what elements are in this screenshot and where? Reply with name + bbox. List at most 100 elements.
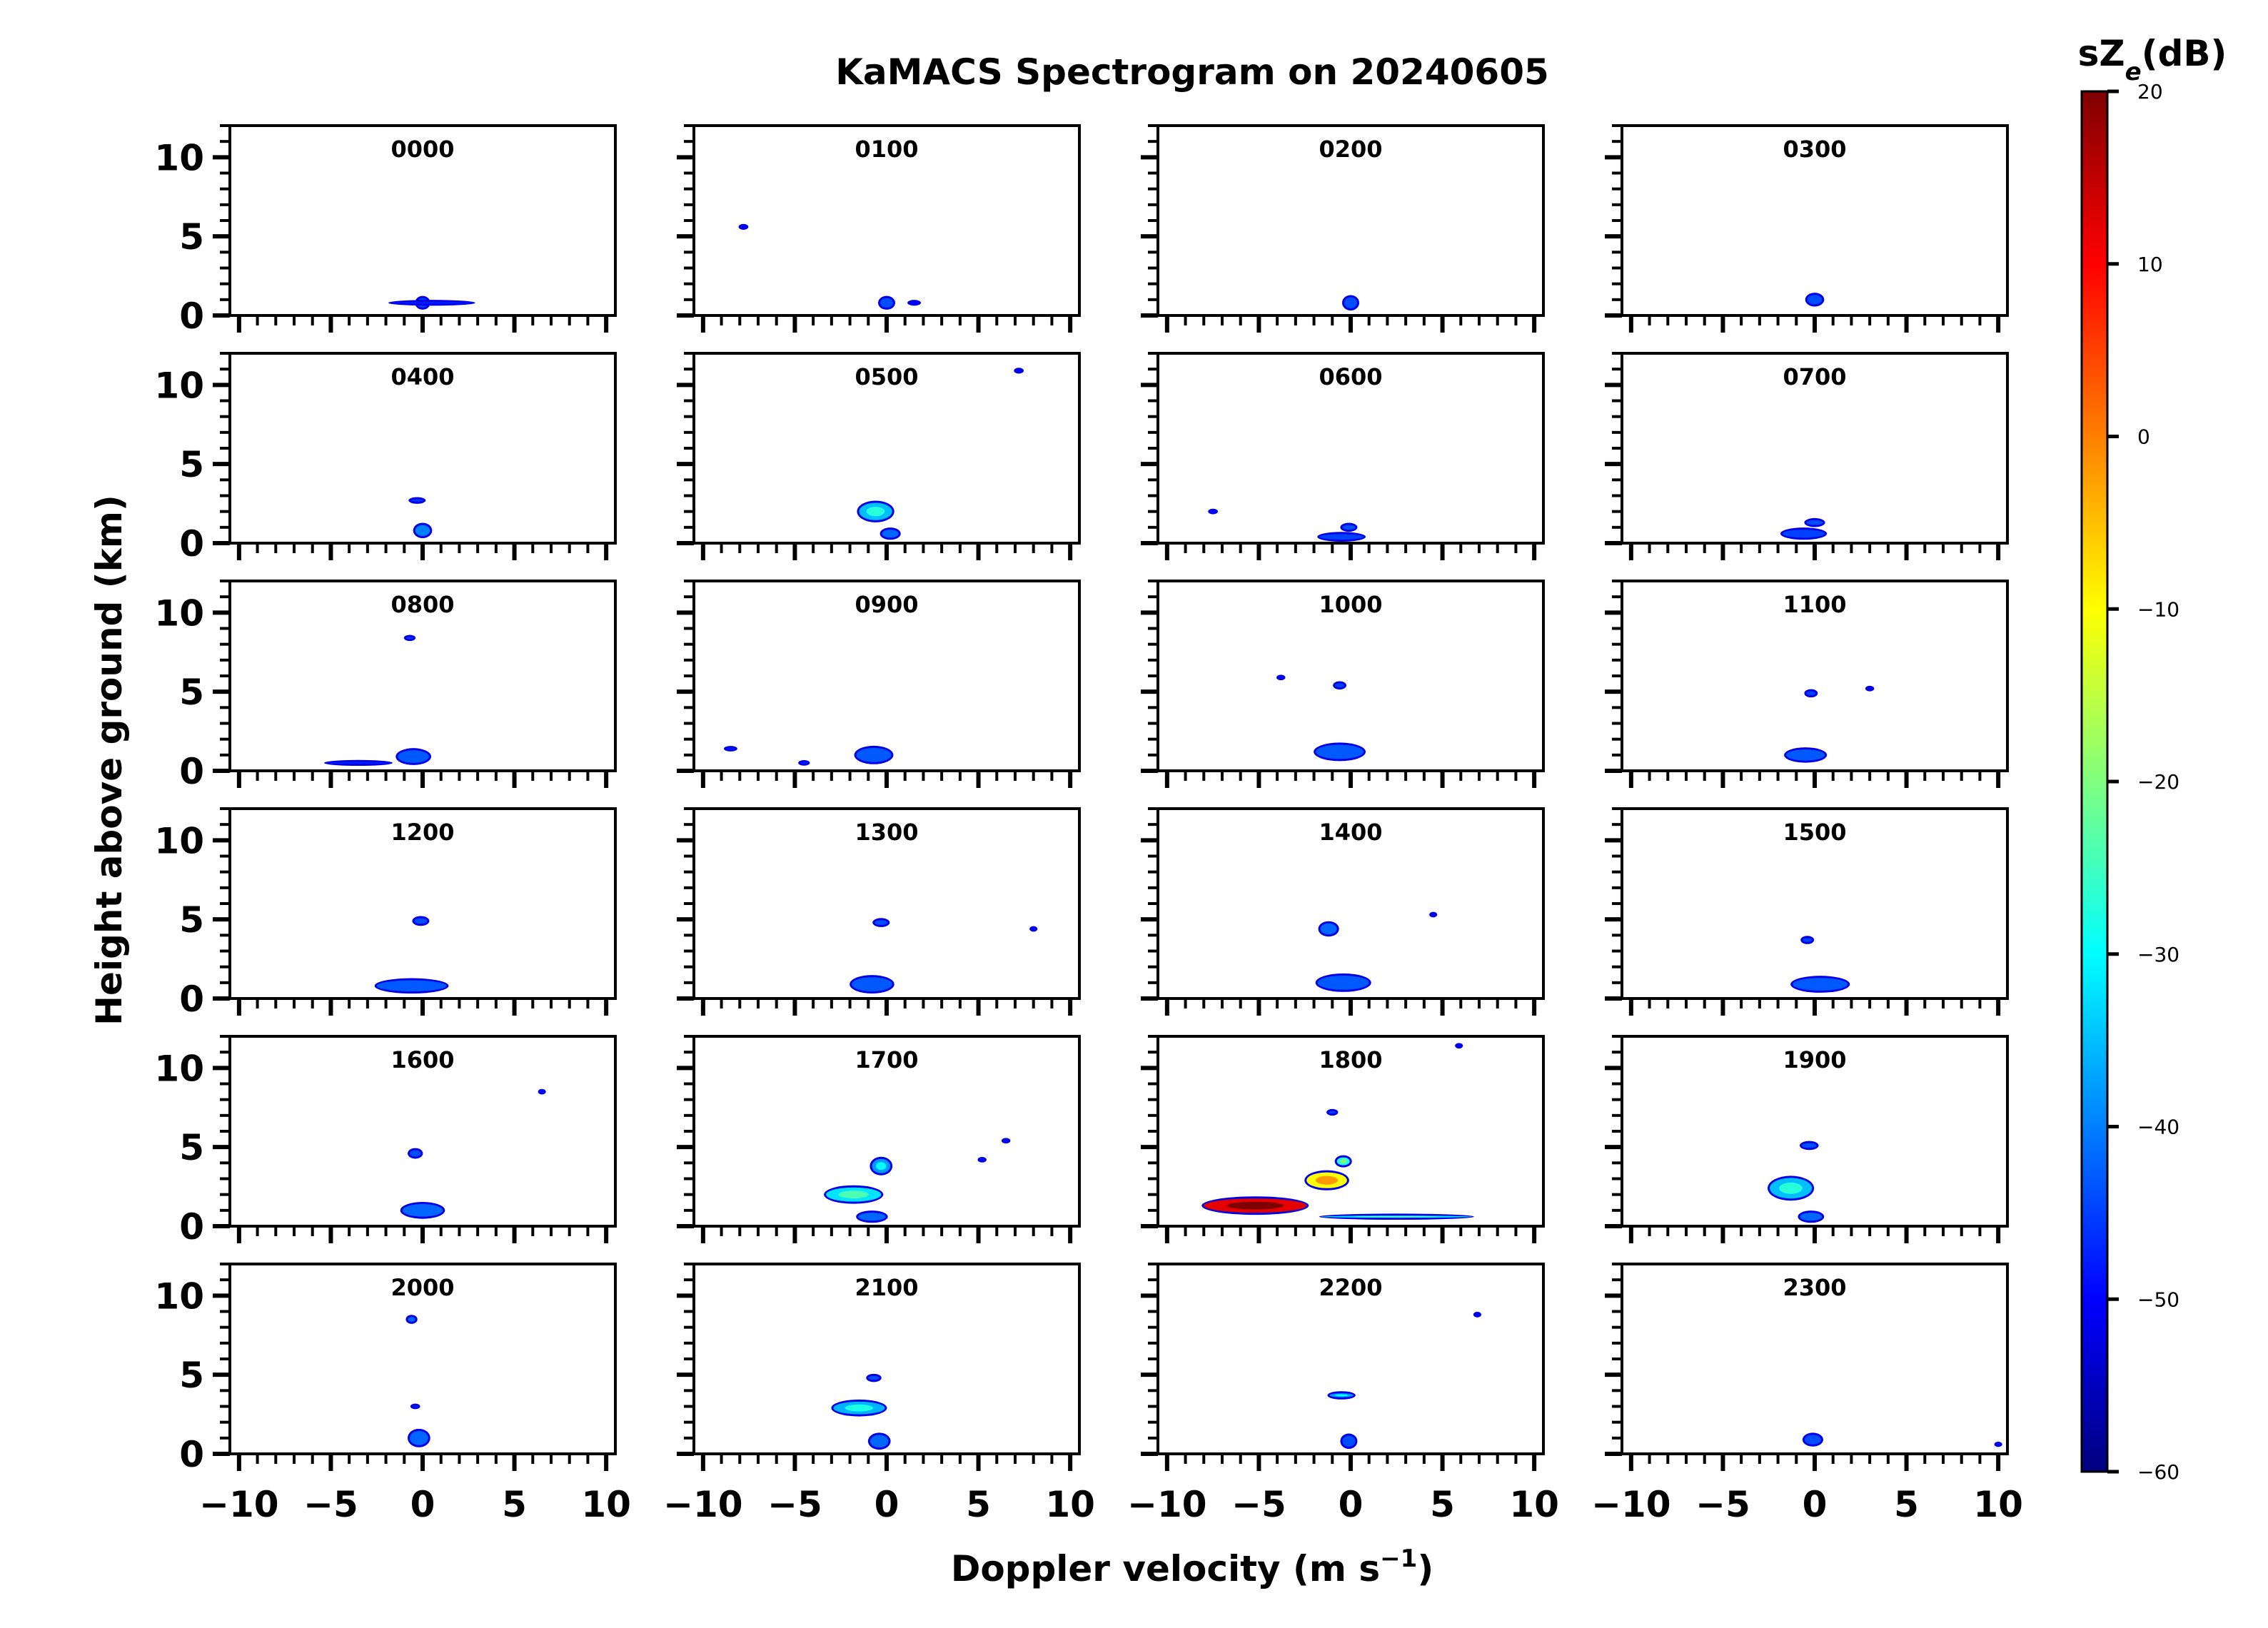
panel-time-label: 1300 bbox=[855, 819, 918, 846]
panel-time-label: 0100 bbox=[855, 136, 918, 163]
spectral-echo bbox=[1210, 510, 1216, 513]
colorbar-tick-label: −10 bbox=[2137, 597, 2179, 621]
spectral-echo bbox=[1335, 683, 1344, 688]
panel: 1700 bbox=[677, 1035, 1081, 1243]
y-tick-label: 0 bbox=[179, 523, 204, 565]
panel: 1800 bbox=[1141, 1035, 1545, 1243]
spectral-echo-core bbox=[1779, 1182, 1803, 1194]
spectral-echo bbox=[1320, 923, 1337, 935]
spectral-echo bbox=[1806, 520, 1823, 525]
x-tick-label: −10 bbox=[1591, 1484, 1670, 1525]
spectra-layer bbox=[1327, 1312, 1481, 1450]
spectral-echo bbox=[1802, 1143, 1817, 1148]
panel: 1500 bbox=[1605, 807, 2009, 1016]
panel: 1300 bbox=[677, 807, 1081, 1016]
x-tick-label: −5 bbox=[303, 1484, 358, 1525]
x-tick-label: −5 bbox=[767, 1484, 822, 1525]
y-tick-label: 0 bbox=[179, 1206, 204, 1248]
spectral-echo bbox=[1475, 1313, 1479, 1316]
panel: 1100 bbox=[1605, 580, 2009, 788]
spectral-echo bbox=[408, 1317, 415, 1322]
spectral-echo bbox=[880, 298, 893, 308]
spectral-echo bbox=[1996, 1443, 2000, 1446]
spectral-echo bbox=[1803, 938, 1813, 942]
panel-time-label: 1200 bbox=[390, 819, 454, 846]
spectral-echo bbox=[852, 977, 892, 992]
panel-time-label: 0900 bbox=[855, 591, 918, 618]
panel: 1600 0 5 10 bbox=[154, 1035, 617, 1248]
y-tick-label: 0 bbox=[179, 295, 204, 337]
spectral-echo bbox=[800, 762, 808, 764]
spectral-echo-core bbox=[1355, 1215, 1438, 1218]
spectral-echo-core bbox=[1316, 1176, 1339, 1185]
y-tick-label: 10 bbox=[154, 365, 204, 406]
spectral-echo bbox=[882, 530, 899, 538]
panel: 2000 0 5 10 −10 −5 0 5 10 bbox=[154, 1263, 631, 1525]
spectral-echo-core bbox=[866, 506, 885, 517]
panel: 0300 bbox=[1605, 124, 2009, 333]
panel: 1200 0 5 10 bbox=[154, 807, 617, 1020]
spectral-echo bbox=[1032, 927, 1036, 930]
spectral-echo bbox=[726, 747, 735, 750]
spectral-echo bbox=[870, 1435, 889, 1448]
panel-time-label: 0000 bbox=[390, 136, 454, 163]
panel-time-label: 0500 bbox=[855, 363, 918, 390]
colorbar-tick-label: 20 bbox=[2137, 80, 2163, 103]
y-axis-label: Height above ground (km) bbox=[89, 495, 130, 1026]
spectra-layer bbox=[1315, 911, 1438, 992]
panel: 0900 bbox=[677, 580, 1081, 788]
panel: 0400 0 5 10 bbox=[154, 352, 617, 565]
spectra-layer bbox=[400, 1088, 546, 1219]
panel-time-label: 1000 bbox=[1319, 591, 1382, 618]
spectral-echo bbox=[909, 301, 919, 304]
spectra-layer bbox=[1342, 295, 1359, 311]
panel-time-label: 1900 bbox=[1783, 1046, 1846, 1073]
panel-time-label: 2300 bbox=[1783, 1274, 1846, 1301]
colorbar-tick-label: 0 bbox=[2137, 425, 2150, 449]
panel-time-label: 1400 bbox=[1319, 819, 1382, 846]
spectral-echo bbox=[415, 525, 430, 537]
panel: 0500 bbox=[677, 352, 1081, 560]
spectral-echo bbox=[412, 1405, 418, 1407]
spectral-echo bbox=[390, 301, 473, 304]
x-tick-label: 5 bbox=[502, 1484, 527, 1525]
y-tick-label: 10 bbox=[154, 820, 204, 861]
x-tick-label: 0 bbox=[1339, 1484, 1364, 1525]
spectra-layer bbox=[1790, 936, 1850, 993]
panel-time-label: 0300 bbox=[1783, 136, 1846, 163]
spectral-echo-core bbox=[1339, 1159, 1347, 1164]
colorbar-title: sZe(dB) bbox=[2078, 33, 2227, 86]
x-tick-label: 10 bbox=[1045, 1484, 1095, 1525]
spectra-layer bbox=[1780, 517, 1828, 540]
spectral-echo bbox=[1279, 676, 1284, 679]
spectral-echo bbox=[410, 499, 424, 502]
spectral-echo bbox=[402, 1203, 443, 1217]
spectra-layer bbox=[1768, 1141, 1825, 1223]
y-tick-label: 0 bbox=[179, 979, 204, 1020]
panel-time-label: 0700 bbox=[1783, 363, 1846, 390]
spectral-echo bbox=[405, 637, 414, 639]
spectral-echo-core bbox=[845, 1404, 874, 1412]
colorbar-ticks: 20 10 0 −10 −20 −30 −40 −50 −60 bbox=[2107, 80, 2179, 1484]
spectra-layer bbox=[1276, 674, 1366, 762]
x-axis-label-close: ) bbox=[1417, 1548, 1433, 1589]
y-tick-label: 10 bbox=[154, 137, 204, 178]
panel-time-label: 1100 bbox=[1783, 591, 1846, 618]
y-tick-label: 5 bbox=[179, 672, 204, 713]
colorbar-title-main: sZ bbox=[2078, 33, 2125, 74]
spectral-echo bbox=[1804, 1435, 1821, 1445]
panel: 0200 bbox=[1141, 124, 1545, 333]
spectra-layer bbox=[408, 497, 433, 539]
spectral-echo bbox=[1003, 1139, 1009, 1142]
colorbar-tick-label: −40 bbox=[2137, 1116, 2179, 1139]
spectra-layer bbox=[1201, 1043, 1474, 1220]
spectral-echo bbox=[540, 1091, 544, 1093]
y-tick-label: 5 bbox=[179, 216, 204, 258]
spectral-echo bbox=[1319, 534, 1364, 540]
y-tick-label: 5 bbox=[179, 1355, 204, 1396]
x-tick-label: 10 bbox=[1973, 1484, 2023, 1525]
x-tick-label: 0 bbox=[1803, 1484, 1828, 1525]
spectral-echo bbox=[1317, 975, 1369, 990]
spectral-echo bbox=[740, 226, 747, 228]
